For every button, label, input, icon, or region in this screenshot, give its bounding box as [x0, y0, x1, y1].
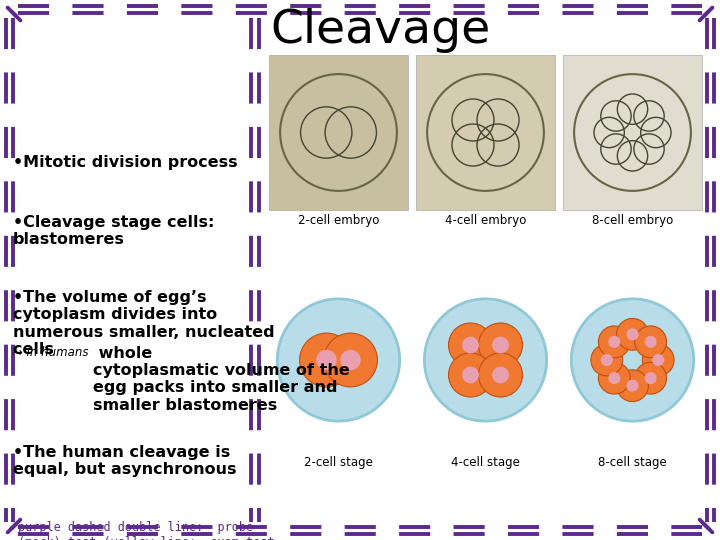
Circle shape: [341, 350, 361, 370]
Circle shape: [642, 344, 674, 376]
Circle shape: [600, 354, 613, 366]
Text: 8-cell embryo: 8-cell embryo: [592, 214, 673, 227]
Circle shape: [616, 319, 649, 350]
Text: •Mitotic division process: •Mitotic division process: [13, 155, 238, 170]
Circle shape: [462, 336, 479, 353]
Circle shape: [479, 353, 523, 397]
Circle shape: [598, 326, 630, 357]
Circle shape: [652, 354, 665, 366]
Circle shape: [449, 323, 492, 367]
Circle shape: [572, 299, 693, 421]
Circle shape: [492, 336, 509, 353]
Text: → in humans: → in humans: [13, 346, 89, 359]
Circle shape: [462, 367, 479, 383]
Circle shape: [323, 333, 377, 387]
Bar: [269, 55, 408, 210]
Circle shape: [449, 353, 492, 397]
Circle shape: [635, 326, 667, 357]
Text: 2-cell embryo: 2-cell embryo: [298, 214, 379, 227]
Circle shape: [492, 367, 509, 383]
Circle shape: [626, 380, 639, 392]
Circle shape: [616, 370, 649, 402]
Bar: [563, 55, 702, 210]
Text: whole
cytoplasmatic volume of the
egg packs into smaller and
smaller blastomeres: whole cytoplasmatic volume of the egg pa…: [93, 346, 350, 413]
Text: purple dashed double line:  probe
(mock) test (yellow line:  exam test
material): purple dashed double line: probe (mock) …: [18, 521, 274, 540]
Circle shape: [608, 336, 621, 348]
Text: •The human cleavage is
equal, but asynchronous: •The human cleavage is equal, but asynch…: [13, 445, 236, 477]
Circle shape: [277, 299, 400, 421]
Circle shape: [635, 362, 667, 394]
Circle shape: [608, 372, 621, 384]
Circle shape: [316, 350, 337, 370]
Circle shape: [626, 328, 639, 340]
Text: 2-cell stage: 2-cell stage: [304, 456, 373, 469]
Text: 8-cell stage: 8-cell stage: [598, 456, 667, 469]
Text: Cleavage: Cleavage: [270, 8, 490, 53]
Circle shape: [300, 333, 354, 387]
Text: •Cleavage stage cells:
blastomeres: •Cleavage stage cells: blastomeres: [13, 215, 215, 247]
Text: 4-cell stage: 4-cell stage: [451, 456, 520, 469]
Circle shape: [644, 372, 657, 384]
Bar: [416, 55, 555, 210]
Circle shape: [598, 362, 630, 394]
Text: 4-cell embryo: 4-cell embryo: [445, 214, 526, 227]
Text: •The volume of egg’s
cytoplasm divides into
numerous smaller, nucleated
cells: •The volume of egg’s cytoplasm divides i…: [13, 290, 274, 357]
Circle shape: [644, 336, 657, 348]
Circle shape: [591, 344, 623, 376]
Circle shape: [479, 323, 523, 367]
Circle shape: [424, 299, 546, 421]
